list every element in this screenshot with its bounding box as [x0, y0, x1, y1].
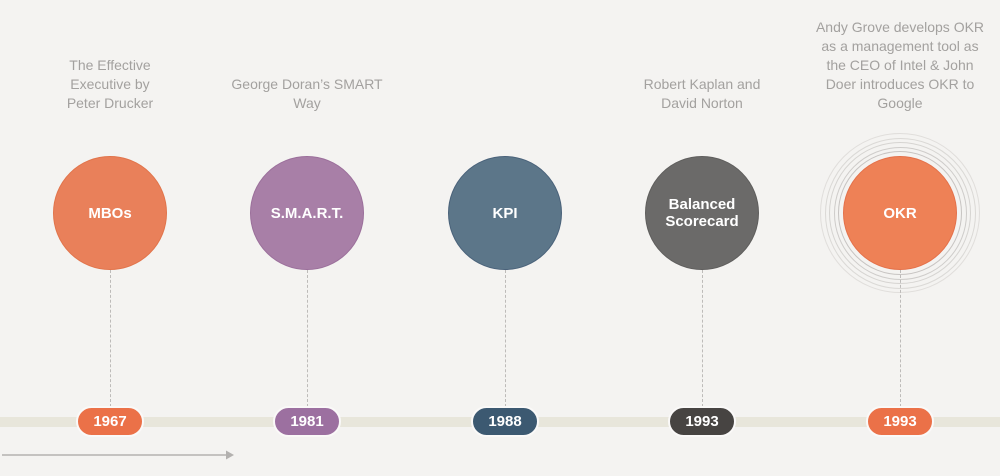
year-pill: 1993: [668, 406, 736, 437]
event-caption: Robert Kaplan and David Norton: [643, 76, 761, 111]
year-pill: 1981: [273, 406, 341, 437]
direction-arrow-icon: [2, 450, 234, 460]
connector-line: [900, 270, 901, 407]
year-pill: 1988: [471, 406, 539, 437]
connector-line: [110, 270, 111, 407]
event-circle: OKR: [843, 156, 957, 270]
timeline-item-smart: George Doran’s SMART Way S.M.A.R.T. 1981: [207, 0, 407, 476]
timeline-item-okr: Andy Grove develops OKR as a management …: [800, 0, 1000, 476]
year-pill: 1993: [866, 406, 934, 437]
event-caption: George Doran’s SMART Way: [231, 76, 383, 111]
connector-line: [702, 270, 703, 407]
event-circle: S.M.A.R.T.: [250, 156, 364, 270]
timeline-item-kpi: KPI 1988: [405, 0, 605, 476]
event-circle: KPI: [448, 156, 562, 270]
timeline-item-mbo: The Effective Executive by Peter Drucker…: [10, 0, 210, 476]
year-pill: 1967: [76, 406, 144, 437]
timeline-item-balanced-scorecard: Robert Kaplan and David Norton Balanced …: [602, 0, 802, 476]
connector-line: [307, 270, 308, 407]
event-circle: Balanced Scorecard: [645, 156, 759, 270]
event-caption: [395, 0, 615, 113]
event-caption: The Effective Executive by Peter Drucker: [66, 57, 154, 111]
connector-line: [505, 270, 506, 407]
event-circle: MBOs: [53, 156, 167, 270]
event-caption: Andy Grove develops OKR as a management …: [815, 19, 985, 111]
